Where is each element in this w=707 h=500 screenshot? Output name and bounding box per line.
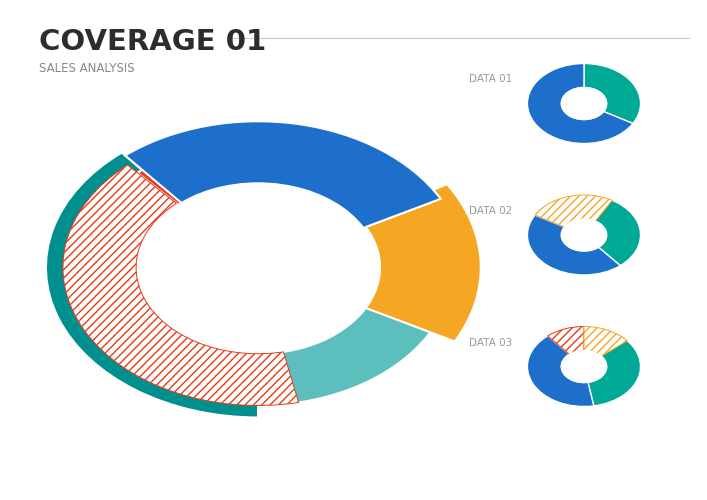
Wedge shape bbox=[588, 332, 641, 406]
Wedge shape bbox=[584, 64, 641, 124]
Text: DATA 01: DATA 01 bbox=[469, 74, 512, 84]
Wedge shape bbox=[137, 150, 222, 220]
Wedge shape bbox=[527, 215, 620, 275]
Wedge shape bbox=[527, 64, 633, 144]
Wedge shape bbox=[361, 184, 481, 342]
Wedge shape bbox=[584, 326, 627, 356]
Wedge shape bbox=[133, 130, 275, 202]
Text: SALES ANALYSIS: SALES ANALYSIS bbox=[39, 62, 134, 76]
Wedge shape bbox=[535, 195, 612, 227]
Wedge shape bbox=[584, 195, 641, 266]
Wedge shape bbox=[258, 304, 435, 406]
Circle shape bbox=[561, 350, 607, 382]
Text: DATA 03: DATA 03 bbox=[469, 338, 512, 347]
Text: DATA 02: DATA 02 bbox=[469, 206, 512, 216]
Wedge shape bbox=[125, 122, 440, 229]
Circle shape bbox=[561, 88, 607, 120]
Circle shape bbox=[139, 183, 378, 352]
Wedge shape bbox=[46, 152, 258, 418]
Wedge shape bbox=[63, 165, 298, 406]
Wedge shape bbox=[269, 130, 431, 227]
Circle shape bbox=[561, 219, 607, 251]
Wedge shape bbox=[548, 326, 584, 354]
Wedge shape bbox=[527, 336, 594, 406]
Text: COVERAGE 01: COVERAGE 01 bbox=[39, 28, 266, 56]
